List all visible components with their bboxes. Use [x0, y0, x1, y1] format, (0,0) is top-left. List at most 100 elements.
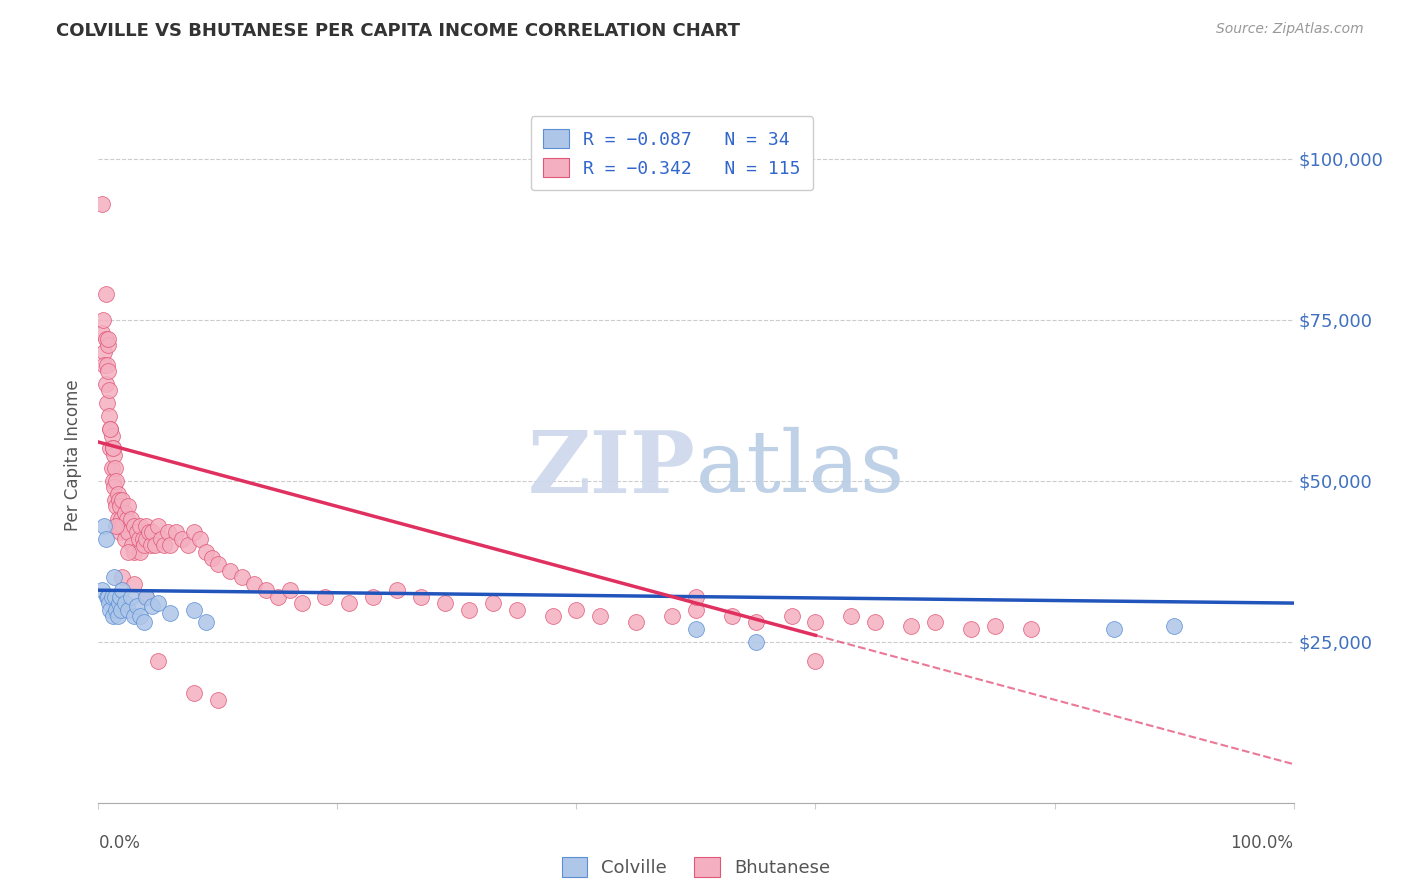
- Point: [117, 525, 139, 540]
- Point: [143, 538, 166, 552]
- Point: [984, 618, 1007, 632]
- Point: [159, 538, 181, 552]
- Point: [135, 590, 157, 604]
- Point: [207, 692, 229, 706]
- Point: [481, 596, 505, 610]
- Point: [105, 474, 128, 488]
- Point: [124, 544, 146, 558]
- Point: [278, 583, 301, 598]
- Point: [780, 609, 803, 624]
- Point: [103, 480, 125, 494]
- Point: [104, 460, 127, 475]
- Point: [111, 493, 134, 508]
- Point: [148, 654, 170, 668]
- Point: [96, 396, 118, 410]
- Point: [721, 609, 744, 624]
- Point: [94, 377, 117, 392]
- Point: [125, 599, 148, 614]
- Point: [243, 576, 266, 591]
- Point: [506, 602, 529, 616]
- Point: [267, 590, 290, 604]
- Point: [194, 544, 218, 558]
- Point: [120, 512, 142, 526]
- Point: [114, 596, 136, 610]
- Point: [385, 583, 409, 598]
- Point: [135, 518, 157, 533]
- Point: [103, 448, 125, 462]
- Point: [433, 596, 456, 610]
- Point: [183, 602, 205, 616]
- Text: 0.0%: 0.0%: [98, 834, 141, 852]
- Point: [101, 474, 124, 488]
- Point: [177, 538, 200, 552]
- Point: [339, 596, 360, 610]
- Point: [141, 525, 163, 540]
- Point: [93, 358, 115, 372]
- Point: [1163, 618, 1185, 632]
- Point: [93, 344, 115, 359]
- Point: [98, 596, 121, 610]
- Point: [138, 525, 160, 540]
- Point: [924, 615, 946, 630]
- Point: [104, 590, 127, 604]
- Point: [291, 596, 314, 610]
- Point: [117, 544, 139, 558]
- Point: [1019, 622, 1042, 636]
- Point: [188, 532, 211, 546]
- Point: [107, 518, 129, 533]
- Point: [91, 326, 114, 340]
- Text: COLVILLE VS BHUTANESE PER CAPITA INCOME CORRELATION CHART: COLVILLE VS BHUTANESE PER CAPITA INCOME …: [56, 22, 740, 40]
- Point: [111, 570, 134, 584]
- Point: [91, 583, 114, 598]
- Point: [207, 558, 229, 572]
- Point: [108, 525, 131, 540]
- Point: [411, 590, 433, 604]
- Point: [315, 590, 337, 604]
- Point: [98, 422, 122, 436]
- Point: [183, 686, 205, 700]
- Point: [98, 384, 121, 398]
- Point: [363, 590, 385, 604]
- Point: [141, 599, 163, 614]
- Point: [103, 570, 125, 584]
- Point: [148, 518, 170, 533]
- Point: [94, 286, 117, 301]
- Point: [101, 442, 124, 456]
- Point: [107, 493, 129, 508]
- Text: atlas: atlas: [696, 427, 905, 510]
- Point: [96, 358, 118, 372]
- Point: [129, 518, 152, 533]
- Point: [194, 615, 218, 630]
- Point: [589, 609, 612, 624]
- Point: [111, 518, 134, 533]
- Point: [135, 590, 157, 604]
- Point: [107, 486, 129, 500]
- Point: [685, 590, 707, 604]
- Point: [115, 512, 138, 526]
- Point: [172, 532, 194, 546]
- Point: [107, 596, 129, 610]
- Point: [128, 532, 150, 546]
- Point: [93, 518, 115, 533]
- Point: [219, 564, 242, 578]
- Point: [125, 525, 148, 540]
- Point: [96, 590, 118, 604]
- Point: [959, 622, 981, 636]
- Point: [107, 512, 129, 526]
- Point: [105, 602, 128, 616]
- Point: [121, 538, 143, 552]
- Point: [97, 338, 120, 352]
- Text: ZIP: ZIP: [529, 427, 696, 511]
- Point: [153, 538, 176, 552]
- Point: [105, 500, 128, 514]
- Point: [124, 518, 146, 533]
- Point: [100, 590, 122, 604]
- Point: [98, 409, 121, 424]
- Point: [804, 654, 827, 668]
- Point: [156, 525, 179, 540]
- Point: [1102, 622, 1125, 636]
- Point: [900, 618, 922, 632]
- Point: [117, 500, 139, 514]
- Point: [231, 570, 253, 584]
- Point: [97, 364, 120, 378]
